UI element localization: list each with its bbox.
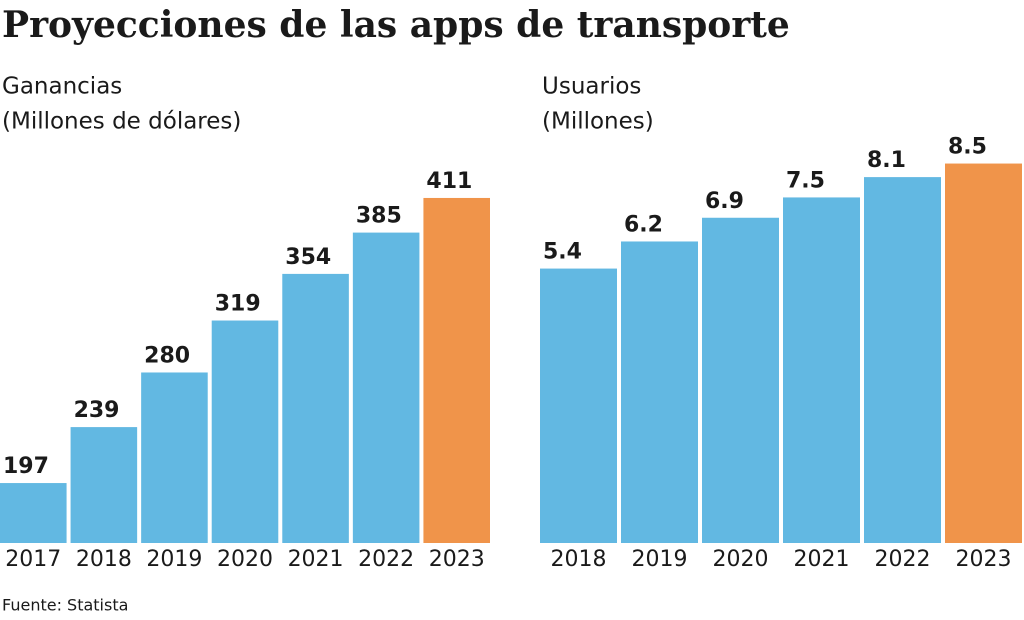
bar [702,217,779,544]
value-label: 197 [3,454,49,479]
value-label: 6.9 [705,189,744,214]
value-label: 5.4 [543,240,582,265]
bar [70,427,138,543]
bar [783,197,860,543]
value-label: 354 [285,245,331,270]
value-label: 7.5 [786,168,825,193]
bar [423,197,490,543]
page-title: Proyecciones de las apps de transporte [2,4,790,46]
value-label: 385 [356,204,402,229]
chart-subtitle: (Millones) [542,109,654,135]
x-tick-label: 2021 [794,547,850,572]
source: Fuente: Statista [2,596,128,615]
value-label: 239 [74,398,120,423]
x-tick-label: 2022 [875,547,931,572]
x-tick-label: 2020 [713,547,769,572]
value-label: 8.1 [867,148,906,173]
x-tick-label: 2018 [551,547,607,572]
bar [141,372,208,543]
bar [621,241,698,544]
value-label: 8.5 [948,135,987,160]
x-tick-label: 2018 [76,547,132,572]
bar [864,177,941,543]
x-tick-label: 2023 [956,547,1012,572]
bar [945,163,1022,543]
x-tick-label: 2022 [358,547,414,572]
chart-title: Usuarios [542,74,641,100]
value-label: 6.2 [624,212,663,237]
value-label: 319 [215,292,261,317]
value-label: 411 [426,169,472,194]
bar [211,320,279,543]
value-label: 280 [144,343,190,368]
x-tick-label: 2020 [217,547,273,572]
chart-subtitle: (Millones de dólares) [2,109,241,135]
bar [0,483,67,543]
bar [352,232,420,543]
bar [282,273,349,543]
bar [540,268,617,543]
x-tick-label: 2021 [288,547,344,572]
x-tick-label: 2023 [429,547,485,572]
chart-title: Ganancias [2,74,122,100]
x-tick-label: 2017 [5,547,61,572]
x-tick-label: 2019 [146,547,202,572]
x-tick-label: 2019 [632,547,688,572]
